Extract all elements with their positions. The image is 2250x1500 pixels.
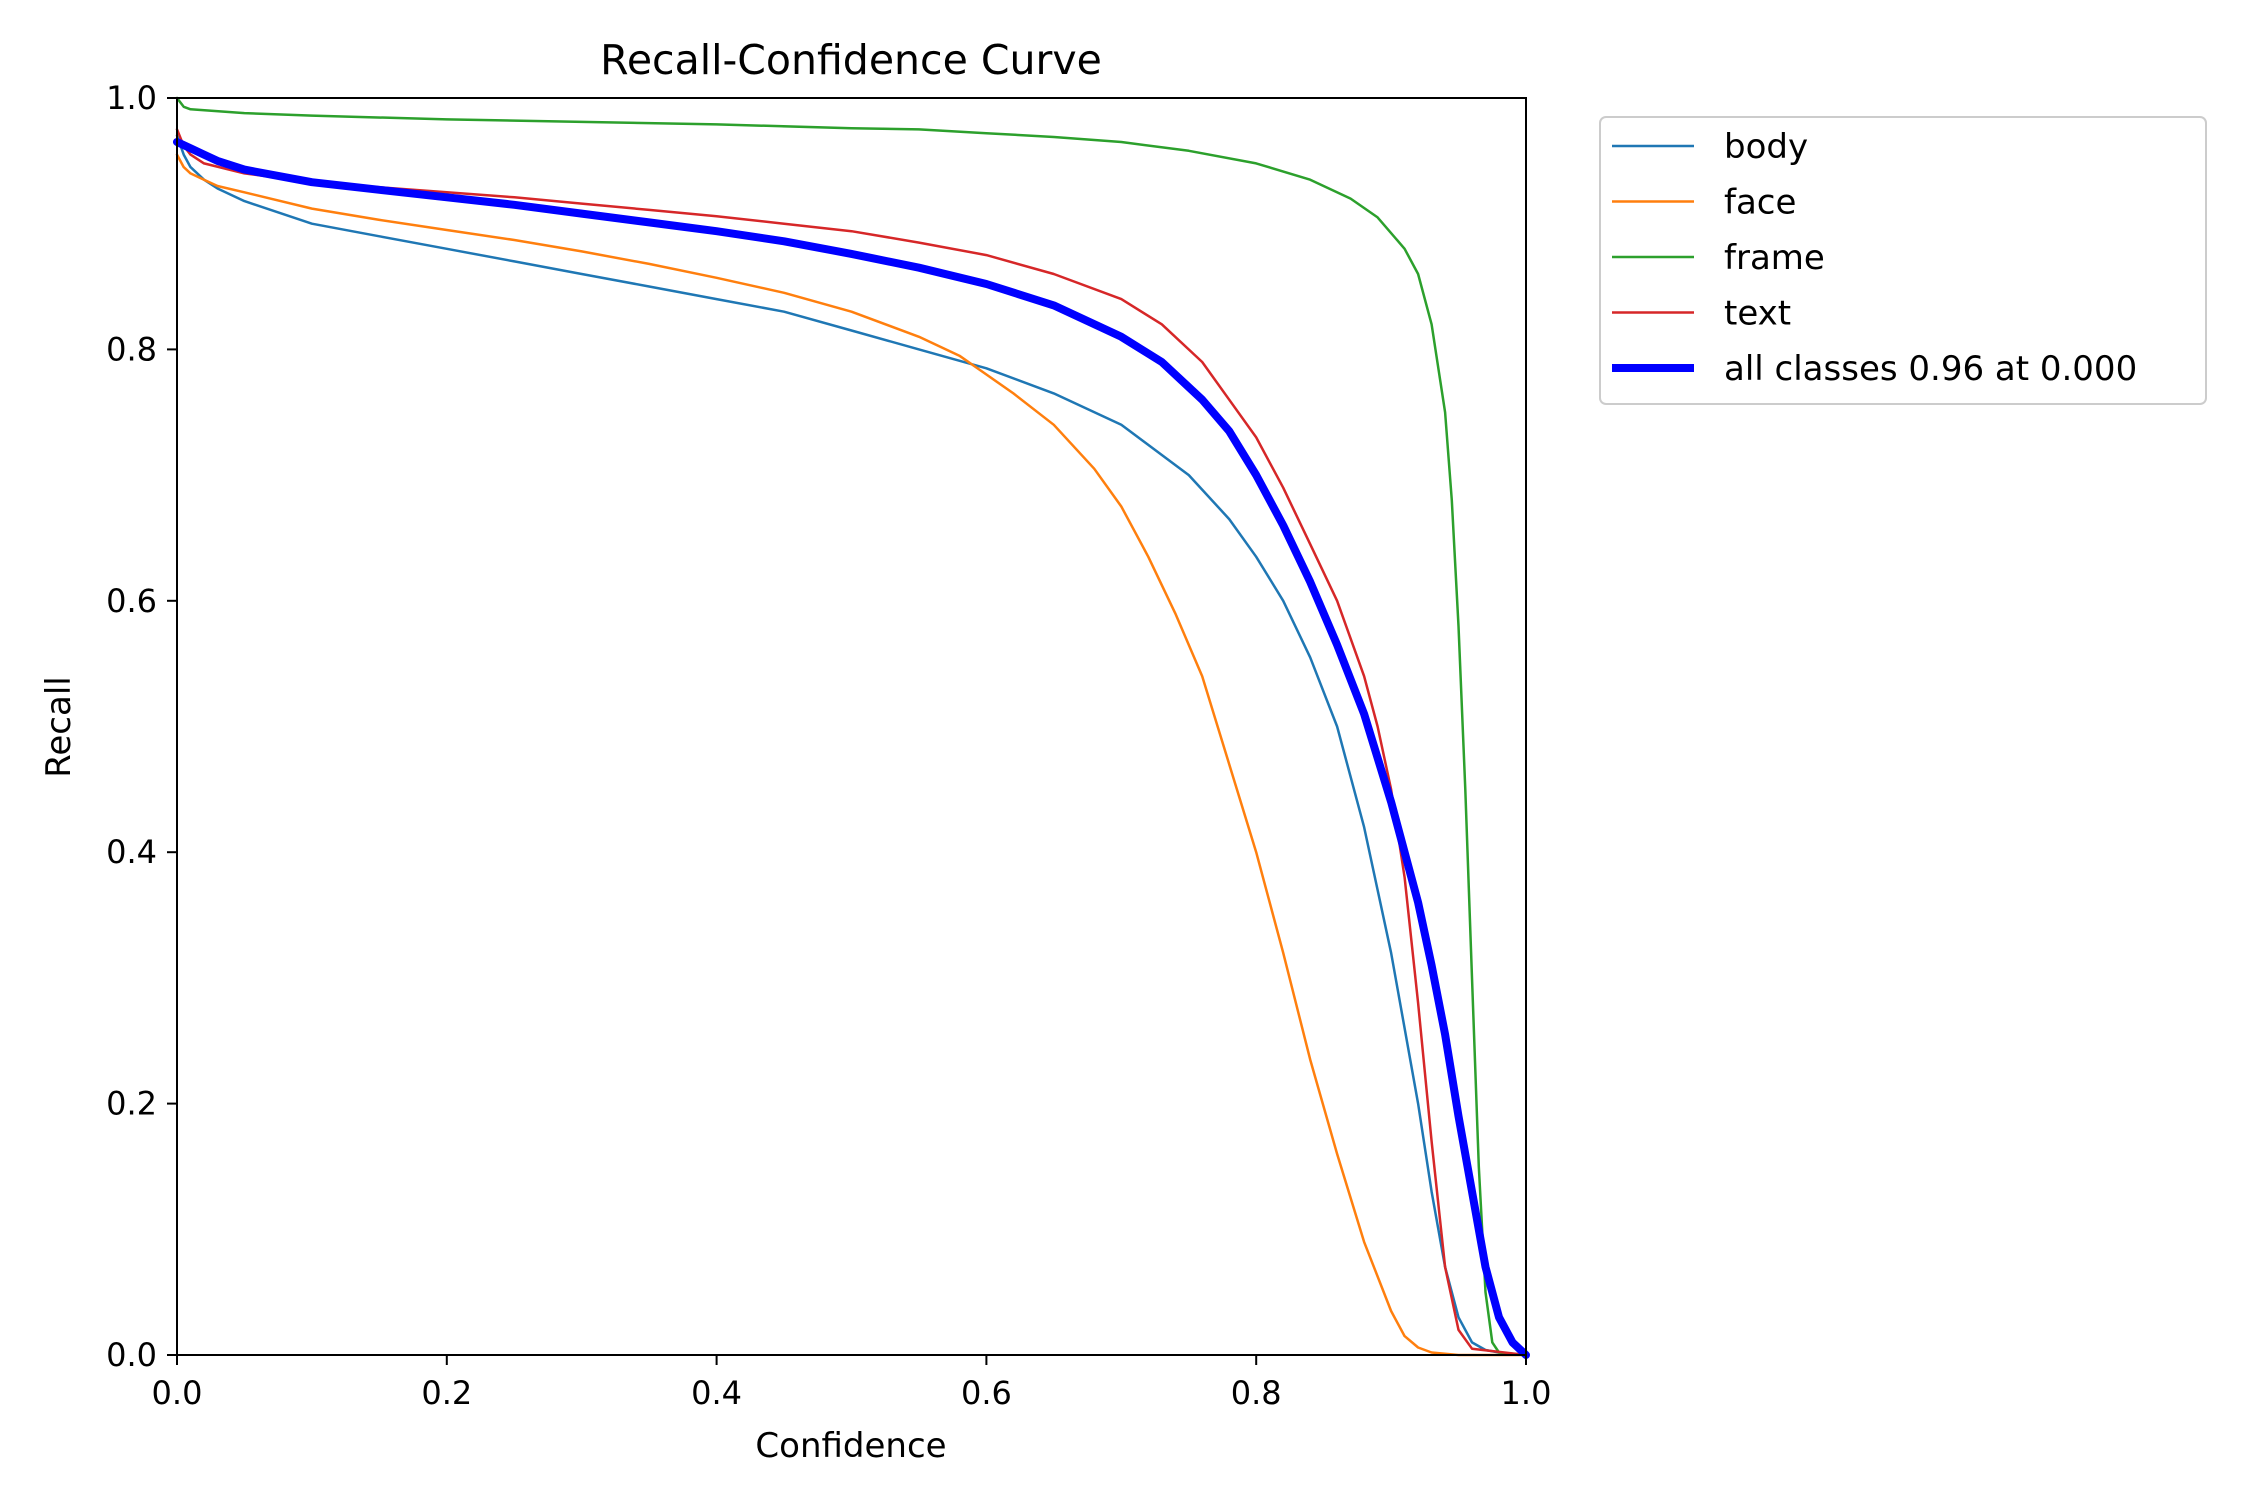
y-axis-label: Recall [39, 676, 79, 777]
y-tick-label: 0.2 [106, 1085, 157, 1123]
series-line-frame [175, 96, 1528, 1357]
legend-box [1599, 116, 2207, 405]
legend-items: body face frame text all classes 0.96 at 0.0… [1612, 127, 2137, 389]
y-tick-label: 1.0 [106, 79, 157, 117]
chart-title: Recall-Confidence Curve [600, 36, 1102, 84]
x-axis-label: Confidence [755, 1426, 946, 1466]
legend-label: face [1724, 183, 1796, 223]
legend: body face frame text all classes 0.96 at 0.0… [1599, 116, 2207, 405]
legend-label: all classes 0.96 at 0.000 [1724, 349, 2137, 389]
y-axis-ticks: 0.0 0.2 0.4 0.6 0.8 1.0 [106, 79, 177, 1374]
legend-label: text [1724, 294, 1791, 334]
x-tick-label: 0.0 [152, 1374, 203, 1412]
y-tick-label: 0.4 [106, 833, 157, 871]
series-line-face [175, 153, 1528, 1357]
series-layer [173, 96, 1530, 1359]
y-tick-label: 0.6 [106, 582, 157, 620]
series-line-body [175, 134, 1528, 1357]
x-tick-label: 0.8 [1231, 1374, 1282, 1412]
legend-label: body [1724, 127, 1808, 167]
y-tick-label: 0.0 [106, 1336, 157, 1374]
series-line-all-classes-0-96-at-0-000 [173, 138, 1530, 1359]
x-tick-label: 0.4 [691, 1374, 742, 1412]
plot-area [177, 98, 1526, 1355]
x-tick-label: 0.2 [421, 1374, 472, 1412]
x-axis-ticks: 0.0 0.2 0.4 0.6 0.8 1.0 [152, 1355, 1552, 1412]
y-tick-label: 0.8 [106, 330, 157, 368]
x-tick-label: 0.6 [961, 1374, 1012, 1412]
plot-frame [176, 97, 1527, 1356]
legend-label: frame [1724, 238, 1825, 278]
x-tick-label: 1.0 [1501, 1374, 1552, 1412]
